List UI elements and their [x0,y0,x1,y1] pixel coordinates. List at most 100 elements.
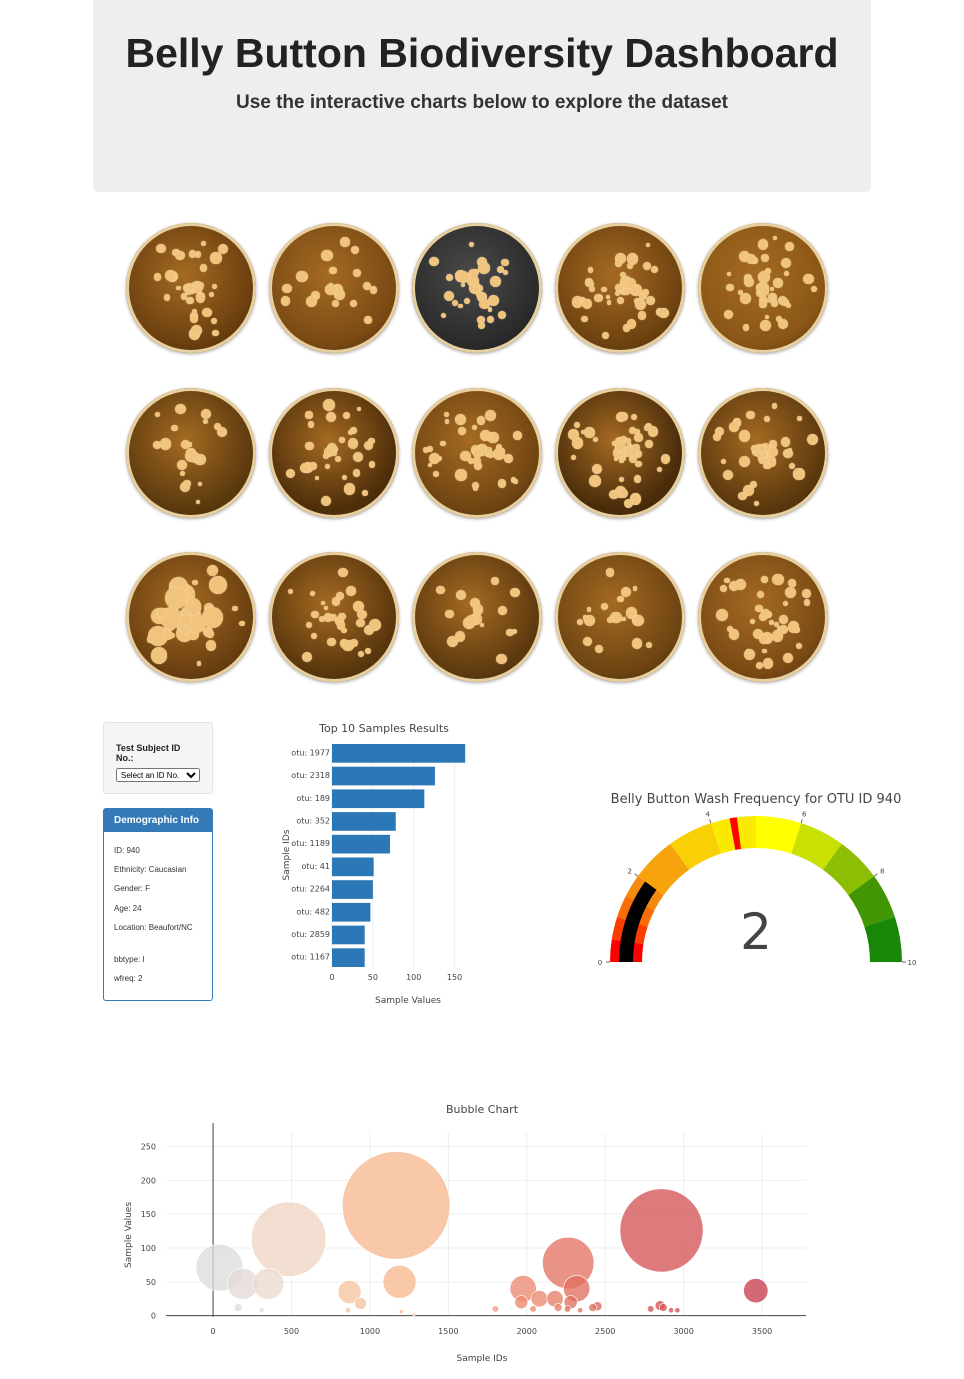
bacteria-colony [768,292,778,302]
bubble-x-tick-label: 3500 [752,1327,772,1336]
bubble[interactable] [354,1297,367,1310]
header-banner: Belly Button Biodiversity Dashboard Use … [93,0,871,192]
bar[interactable] [332,948,365,967]
bacteria-colony [764,415,770,422]
gauge-tick [634,873,639,877]
bubble[interactable] [233,1303,243,1312]
bubble[interactable] [342,1151,451,1260]
demographic-row-age: Age: 24 [114,904,142,913]
bubble[interactable] [743,1278,769,1304]
bacteria-colony [155,412,161,417]
bacteria-colony [500,258,509,267]
bacteria-colony [433,470,439,477]
bacteria-colony [349,300,357,308]
bar[interactable] [332,744,466,763]
petri-dish-image [555,388,685,518]
bacteria-colony [588,474,601,487]
bar[interactable] [332,857,374,877]
bacteria-colony [343,483,356,495]
bacteria-colony [618,488,628,498]
bacteria-colony [586,607,592,612]
bacteria-colony [503,454,513,463]
gauge-tick [800,819,803,824]
bacteria-colony [728,629,740,640]
bar-category-label: otu: 1167 [291,953,330,962]
bubble[interactable] [529,1305,537,1313]
bacteria-colony [327,638,336,647]
bubble[interactable] [658,1303,668,1312]
bacteria-colony [429,256,440,267]
bacteria-colony [180,440,190,450]
bacteria-colony [627,284,638,294]
bubble[interactable] [399,1309,404,1314]
bubble[interactable] [252,1268,285,1300]
bubble[interactable] [514,1295,529,1310]
bacteria-colony [764,267,772,275]
bacteria-colony [738,250,751,262]
gauge-step [670,823,721,870]
bubble[interactable] [412,1312,416,1317]
bar-chart-category-labels: otu: 1977 otu: 2318 otu: 189 otu: 352 otu: 1… [291,748,330,961]
bar[interactable] [332,880,373,899]
bacteria-colony [593,436,599,442]
bacteria-colony [771,403,778,409]
bacteria-colony [207,564,219,577]
bacteria-colony [280,296,291,306]
bubble[interactable] [258,1307,265,1314]
bacteria-colony [210,317,218,325]
bubble[interactable] [647,1305,655,1313]
bacteria-colony [180,471,186,477]
bar[interactable] [332,812,396,831]
bubble[interactable] [553,1303,563,1312]
bacteria-colony [584,614,596,626]
bacteria-colony [773,621,779,628]
bacteria-colony [209,291,214,297]
bubble[interactable] [588,1303,597,1312]
bacteria-colony [195,286,202,293]
bacteria-colony [310,591,315,597]
bacteria-colony [487,307,493,312]
bacteria-colony [486,451,494,458]
bacteria-colony [458,303,463,308]
bacteria-colony [306,622,313,629]
bacteria-colony [625,277,636,289]
bacteria-colony [721,458,726,464]
bacteria-colony [213,422,222,430]
bacteria-colony [478,261,490,274]
bubble[interactable] [337,1280,362,1304]
bar[interactable] [332,766,435,786]
bacteria-colony [614,290,620,296]
bubble[interactable] [674,1307,681,1314]
bacteria-colony [571,455,577,460]
bubble[interactable] [668,1307,675,1314]
bacteria-colony [746,410,755,420]
bar-category-label: otu: 352 [296,816,330,825]
bubble-x-tick-label: 3000 [673,1327,693,1336]
bubble[interactable] [491,1305,500,1313]
bar[interactable] [332,834,391,854]
bacteria-colony [199,264,208,272]
bacteria-colony [363,624,375,636]
bubble[interactable] [382,1265,417,1299]
bar[interactable] [332,925,365,945]
demographic-row-ethnicity: Ethnicity: Caucasian [114,865,187,874]
bubble[interactable] [530,1290,548,1308]
bubble[interactable] [251,1201,327,1277]
bacteria-colony [472,286,479,292]
bacteria-colony [573,421,580,428]
bacteria-colony [797,416,802,421]
petri-dish-image [269,388,399,518]
gauge-tick-label: 8 [880,867,884,875]
bubble[interactable] [345,1307,351,1314]
bacteria-colony [656,467,662,472]
bacteria-colony [746,254,756,265]
bacteria-colony [765,315,770,320]
bacteria-colony [618,477,624,483]
bacteria-colony [619,458,624,464]
bubble[interactable] [563,1305,572,1313]
subject-id-select[interactable]: Select an ID No. [116,768,200,782]
bubble[interactable] [619,1188,704,1273]
bar[interactable] [332,902,371,922]
bubble[interactable] [577,1307,584,1314]
bar[interactable] [332,789,425,809]
